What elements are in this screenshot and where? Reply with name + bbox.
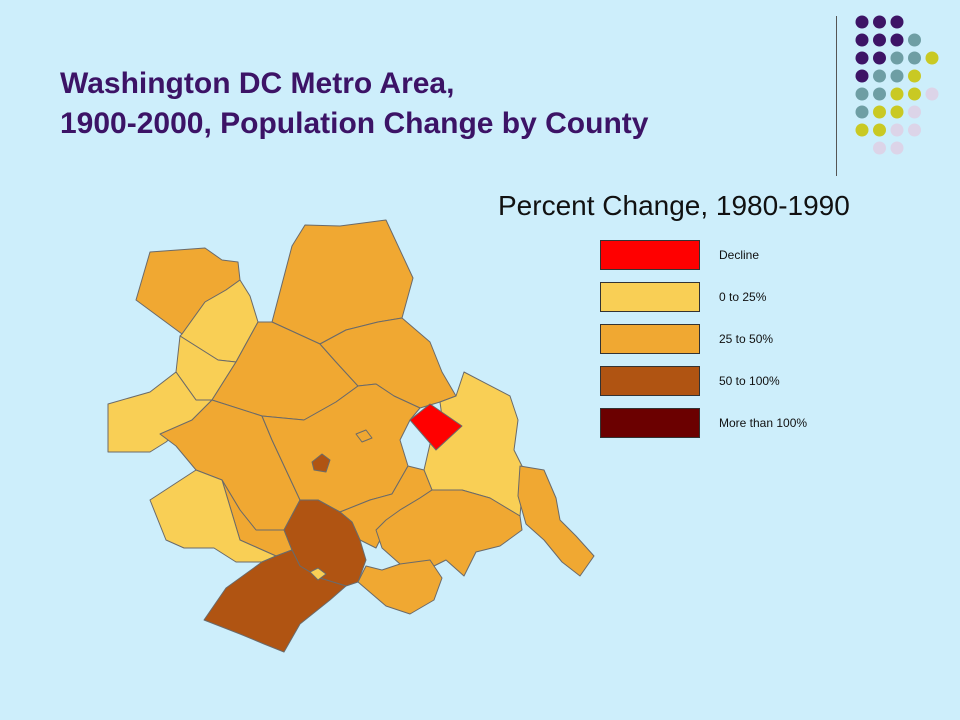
decorative-dot (890, 105, 904, 119)
title-line-2: 1900-2000, Population Change by County (60, 107, 649, 140)
decorative-dot (890, 51, 904, 65)
decorative-dot (890, 87, 904, 101)
decorative-dot (855, 33, 869, 47)
decorative-divider (836, 16, 837, 176)
city-small-a (311, 453, 331, 473)
county-map (107, 219, 595, 653)
district-of-columbia (409, 403, 463, 451)
legend-swatch (600, 366, 700, 396)
county-south-small (357, 559, 443, 615)
decorative-dot (855, 87, 869, 101)
decorative-dot-grid (855, 15, 939, 155)
decorative-dot (873, 33, 886, 47)
decorative-dot (908, 69, 921, 83)
decorative-dot (925, 51, 939, 65)
decorative-dot (873, 123, 886, 137)
slide-title: Washington DC Metro Area, 1900-2000, Pop… (60, 64, 648, 144)
legend-label: 50 to 100% (719, 374, 780, 388)
legend-swatch (600, 240, 700, 270)
legend-item: 0 to 25% (600, 282, 900, 314)
legend-item: Decline (600, 240, 900, 272)
city-small-b (355, 429, 373, 443)
legend-label: More than 100% (719, 416, 808, 430)
legend-label: 25 to 50% (719, 332, 774, 346)
county-south-b (203, 549, 347, 653)
decorative-dot (873, 105, 886, 119)
decorative-dot (890, 69, 904, 83)
decorative-dot (873, 69, 886, 83)
title-line-1: Washington DC Metro Area, (60, 67, 455, 100)
legend-swatch (600, 408, 700, 438)
map-subtitle: Percent Change, 1980-1990 (498, 190, 850, 221)
decorative-dot (873, 15, 886, 29)
county-far-east (517, 465, 595, 577)
decorative-dot (873, 87, 886, 101)
decorative-dot (855, 15, 869, 29)
legend-item: 50 to 100% (600, 366, 900, 398)
decorative-dot (855, 69, 869, 83)
decorative-dot (873, 51, 886, 65)
decorative-dot (908, 105, 921, 119)
decorative-dot (908, 87, 921, 101)
decorative-dot (908, 123, 921, 137)
decorative-dot (855, 123, 869, 137)
decorative-dot (890, 33, 904, 47)
decorative-dot (925, 87, 939, 101)
decorative-dot (855, 105, 869, 119)
county-southeast (375, 489, 523, 577)
legend-label: 0 to 25% (719, 290, 767, 304)
legend-swatch (600, 324, 700, 354)
legend-swatch (600, 282, 700, 312)
decorative-dot (855, 51, 869, 65)
decorative-dot (890, 123, 904, 137)
decorative-dot (890, 141, 904, 155)
legend-label: Decline (719, 248, 760, 262)
city-small-c (309, 567, 327, 581)
decorative-dot (890, 15, 904, 29)
decorative-dot (908, 33, 921, 47)
decorative-dot (908, 51, 921, 65)
legend-item: 25 to 50% (600, 324, 900, 356)
decorative-dot (873, 141, 886, 155)
legend-item: More than 100% (600, 408, 900, 440)
county-inner (261, 383, 421, 513)
